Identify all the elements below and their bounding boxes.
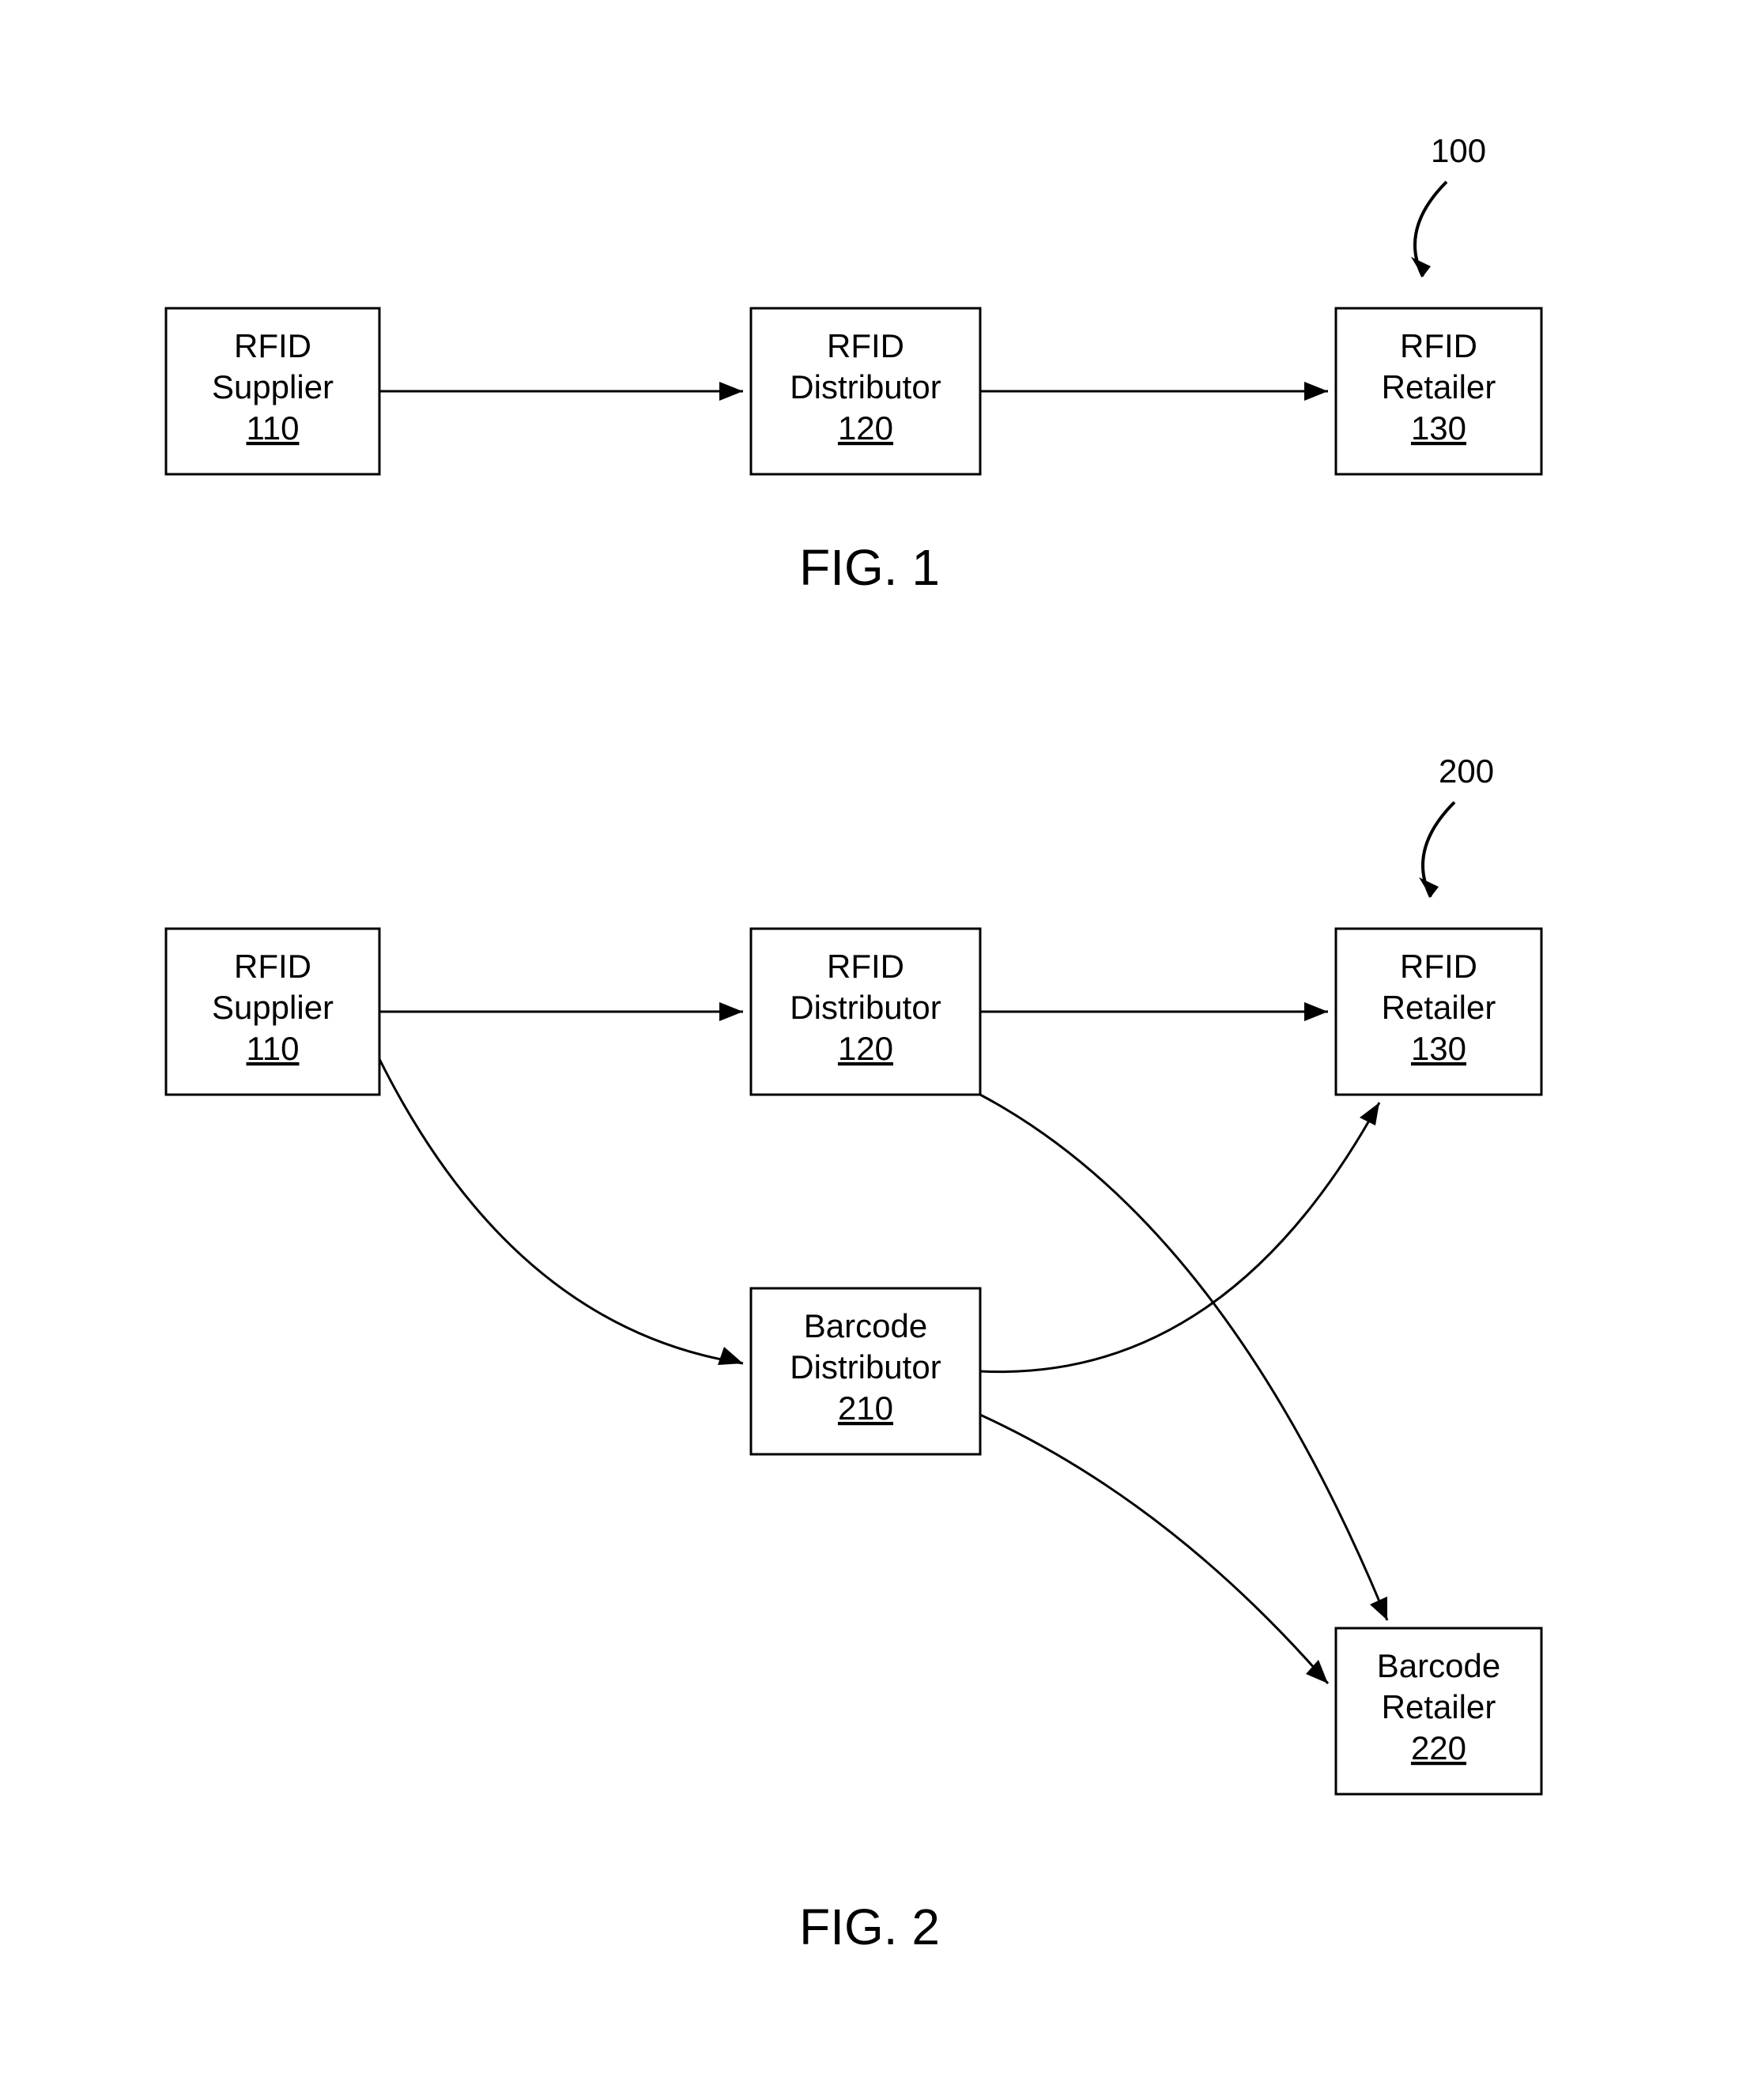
flow-node-ref: 220 xyxy=(1411,1729,1466,1766)
flow-edge xyxy=(980,1103,1379,1372)
flow-node: RFID Distributor 120 xyxy=(751,929,980,1095)
flow-node: RFID Retailer 130 xyxy=(1336,929,1541,1095)
flow-node: RFID Retailer 130 xyxy=(1336,308,1541,474)
flow-node-label: Retailer xyxy=(1382,368,1496,405)
flow-node-label: RFID xyxy=(234,327,311,364)
flow-node: Barcode Distributor210 xyxy=(751,1288,980,1454)
flow-node-label: Distributor xyxy=(790,1348,941,1386)
flow-node-ref: 130 xyxy=(1411,1030,1466,1067)
flow-node: RFID Supplier 110 xyxy=(166,308,379,474)
figure-label: FIG. 1 xyxy=(799,539,940,596)
flow-node-ref: 130 xyxy=(1411,409,1466,447)
flow-node-label: Supplier xyxy=(212,989,334,1026)
figure-ref-number: 100 xyxy=(1431,132,1486,169)
flow-node-label: Retailer xyxy=(1382,1688,1496,1725)
flow-node-label: Supplier xyxy=(212,368,334,405)
flow-node: RFID Supplier 110 xyxy=(166,929,379,1095)
flow-node-label: RFID xyxy=(827,948,904,985)
flow-node: RFID Distributor 120 xyxy=(751,308,980,474)
flow-edge xyxy=(379,1059,743,1363)
flow-node-ref: 210 xyxy=(838,1389,893,1427)
flow-node-label: Barcode xyxy=(804,1307,927,1344)
flow-edge xyxy=(980,1415,1328,1683)
flow-node-label: Distributor xyxy=(790,368,941,405)
flow-node-label: RFID xyxy=(1400,327,1477,364)
figure: 200RFIDSupplier110RFIDDistributor120RFID… xyxy=(166,752,1541,1955)
figure-ref-number: 200 xyxy=(1439,752,1494,790)
flow-node-ref: 120 xyxy=(838,1030,893,1067)
flow-node-label: RFID xyxy=(234,948,311,985)
flow-node-label: Distributor xyxy=(790,989,941,1026)
flow-node-label: Retailer xyxy=(1382,989,1496,1026)
flow-node-label: RFID xyxy=(1400,948,1477,985)
flow-node-ref: 110 xyxy=(247,1030,300,1067)
figure: 100RFIDSupplier110RFIDDistributor120RFID… xyxy=(166,132,1541,596)
flow-node-ref: 120 xyxy=(838,409,893,447)
flow-node-label: Barcode xyxy=(1377,1647,1500,1684)
flow-node-label: RFID xyxy=(827,327,904,364)
flow-node-ref: 110 xyxy=(247,409,300,447)
flow-node: Barcode Retailer 220 xyxy=(1336,1628,1541,1794)
figure-label: FIG. 2 xyxy=(799,1898,940,1955)
